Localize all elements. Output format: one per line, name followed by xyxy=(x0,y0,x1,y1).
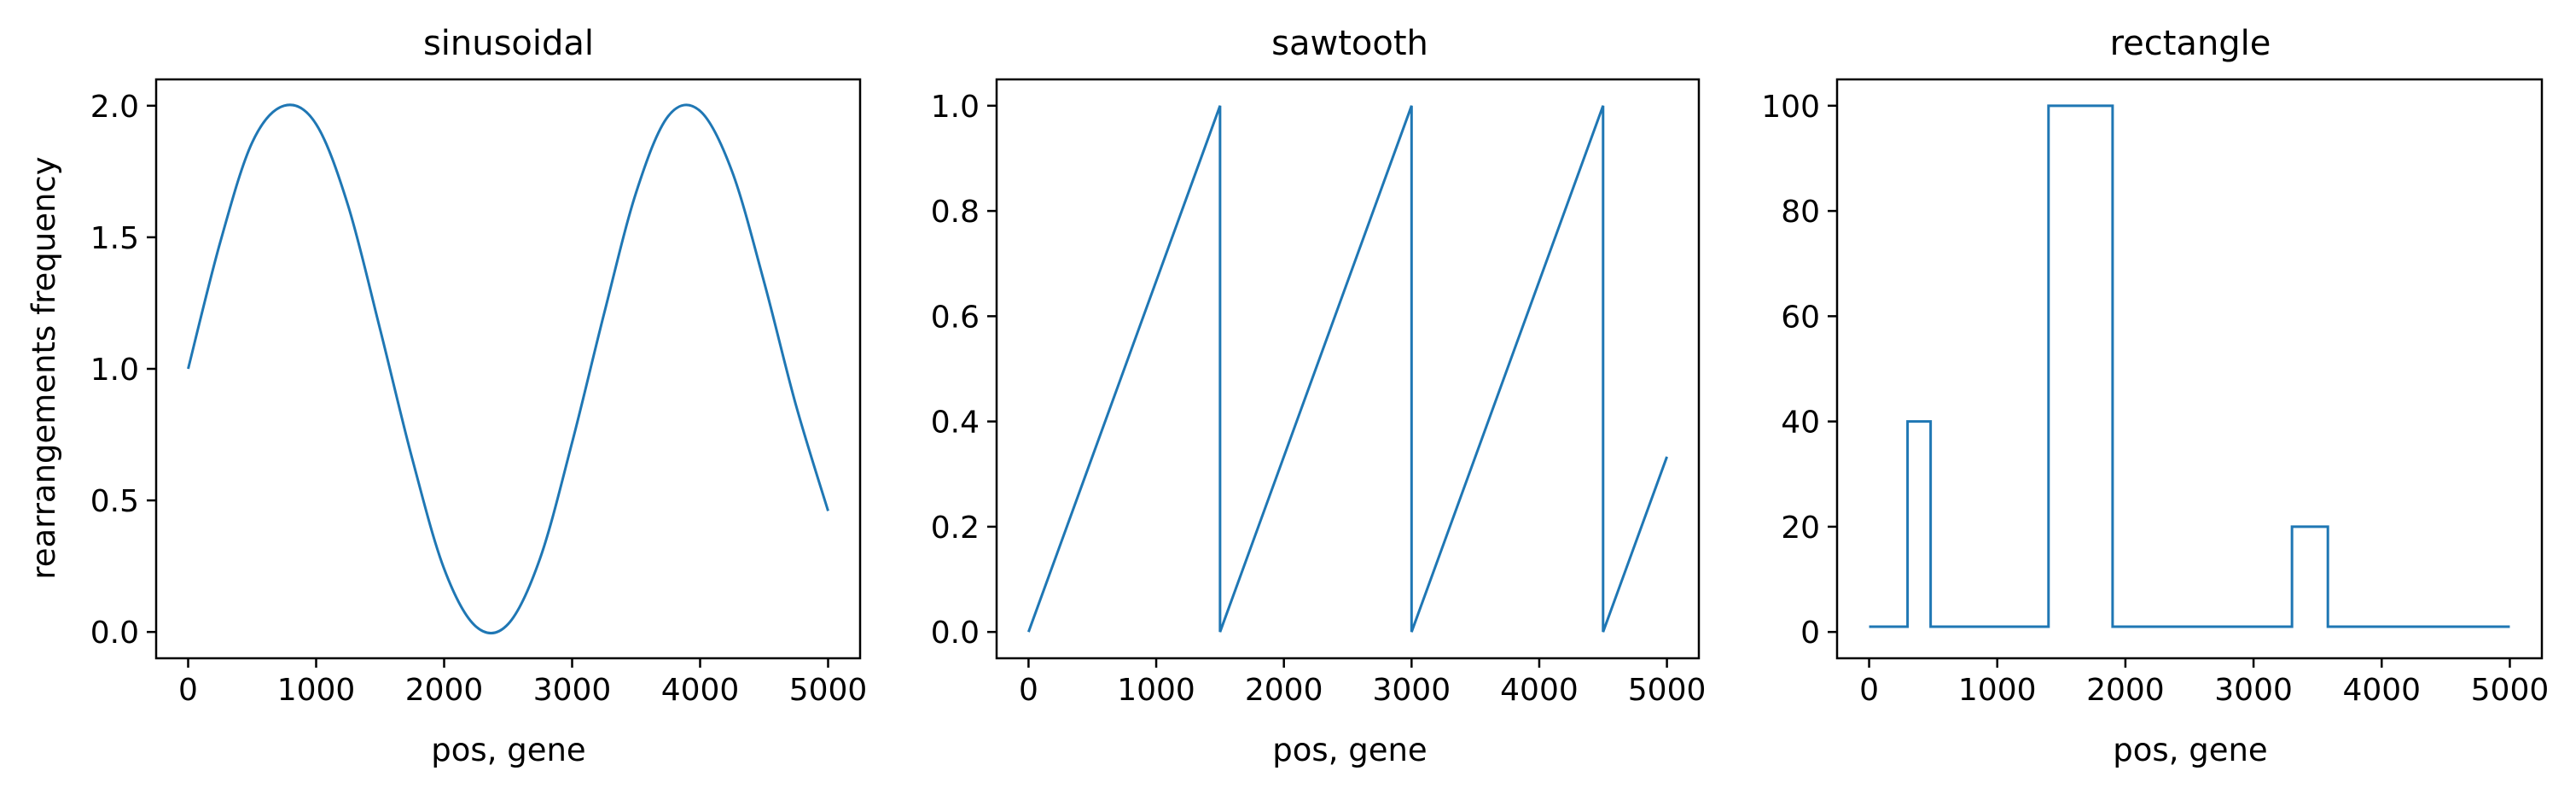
x-tick-label: 1000 xyxy=(277,673,356,708)
y-tick-label: 60 xyxy=(1781,300,1820,335)
chart-title: sawtooth xyxy=(1271,24,1428,63)
data-line xyxy=(1869,104,2510,628)
chart-panel-sawtooth: sawtooth pos, gene 0 1000 2000 3000 4000 5000… xyxy=(931,24,1707,768)
x-tick-label: 3000 xyxy=(2214,673,2293,708)
x-tick-label: 5000 xyxy=(789,673,868,708)
x-axis-label: pos, gene xyxy=(2113,732,2267,768)
x-axis-label: pos, gene xyxy=(431,732,585,768)
y-axis-label: rearrangements frequency xyxy=(26,156,62,579)
x-tick-label: 1000 xyxy=(1117,673,1195,708)
x-tick-label: 0 xyxy=(1859,673,1879,708)
y-tick-label: 0.8 xyxy=(931,195,980,230)
x-tick-label: 2000 xyxy=(2086,673,2165,708)
axis-ticks: 0 1000 2000 3000 4000 5000 0.0 0.5 1.0 1.5 2.0 xyxy=(90,90,868,708)
x-tick-label: 4000 xyxy=(2342,673,2421,708)
x-tick-label: 5000 xyxy=(2471,673,2550,708)
y-tick-label: 1.0 xyxy=(931,90,980,125)
y-tick-label: 2.0 xyxy=(90,90,139,125)
chart-title: rectangle xyxy=(2110,24,2271,63)
x-tick-label: 3000 xyxy=(533,673,612,708)
y-tick-label: 0.6 xyxy=(931,300,980,335)
x-tick-label: 5000 xyxy=(1628,673,1707,708)
data-line xyxy=(1027,105,1668,633)
chart-panel-rectangle: rectangle pos, gene 0 1000 2000 3000 4000 500… xyxy=(1761,24,2549,768)
plot-frame xyxy=(154,78,862,660)
axis-ticks: 0 1000 2000 3000 4000 5000 0 20 40 60 80 100 xyxy=(1761,90,2549,708)
plot-frame xyxy=(1835,78,2544,660)
y-tick-label: 0.2 xyxy=(931,511,980,546)
data-line xyxy=(187,103,829,635)
y-tick-label: 0 xyxy=(1800,616,1820,651)
axis-ticks: 0 1000 2000 3000 4000 5000 0.0 0.2 0.4 0.6 0.8 1.0 xyxy=(931,90,1707,708)
x-tick-label: 2000 xyxy=(1245,673,1323,708)
x-tick-label: 0 xyxy=(178,673,198,708)
x-tick-label: 3000 xyxy=(1373,673,1451,708)
y-tick-label: 1.0 xyxy=(90,353,139,388)
y-tick-label: 0.0 xyxy=(931,616,980,651)
x-tick-label: 2000 xyxy=(405,673,484,708)
y-tick-label: 0.4 xyxy=(931,406,980,441)
y-tick-label: 1.5 xyxy=(90,221,139,256)
y-tick-label: 0.0 xyxy=(90,616,139,651)
x-tick-label: 4000 xyxy=(1500,673,1579,708)
x-tick-label: 4000 xyxy=(661,673,740,708)
chart-title: sinusoidal xyxy=(423,24,594,63)
chart-panel-sinusoidal: sinusoidal rearrangements frequency pos,… xyxy=(26,24,867,768)
x-tick-label: 0 xyxy=(1019,673,1038,708)
y-tick-label: 100 xyxy=(1761,90,1820,125)
plot-frame xyxy=(995,78,1701,660)
y-tick-label: 80 xyxy=(1781,195,1820,230)
x-axis-label: pos, gene xyxy=(1272,732,1427,768)
y-tick-label: 20 xyxy=(1781,511,1820,546)
y-tick-label: 40 xyxy=(1781,406,1820,441)
x-tick-label: 1000 xyxy=(1958,673,2037,708)
y-tick-label: 0.5 xyxy=(90,484,139,519)
